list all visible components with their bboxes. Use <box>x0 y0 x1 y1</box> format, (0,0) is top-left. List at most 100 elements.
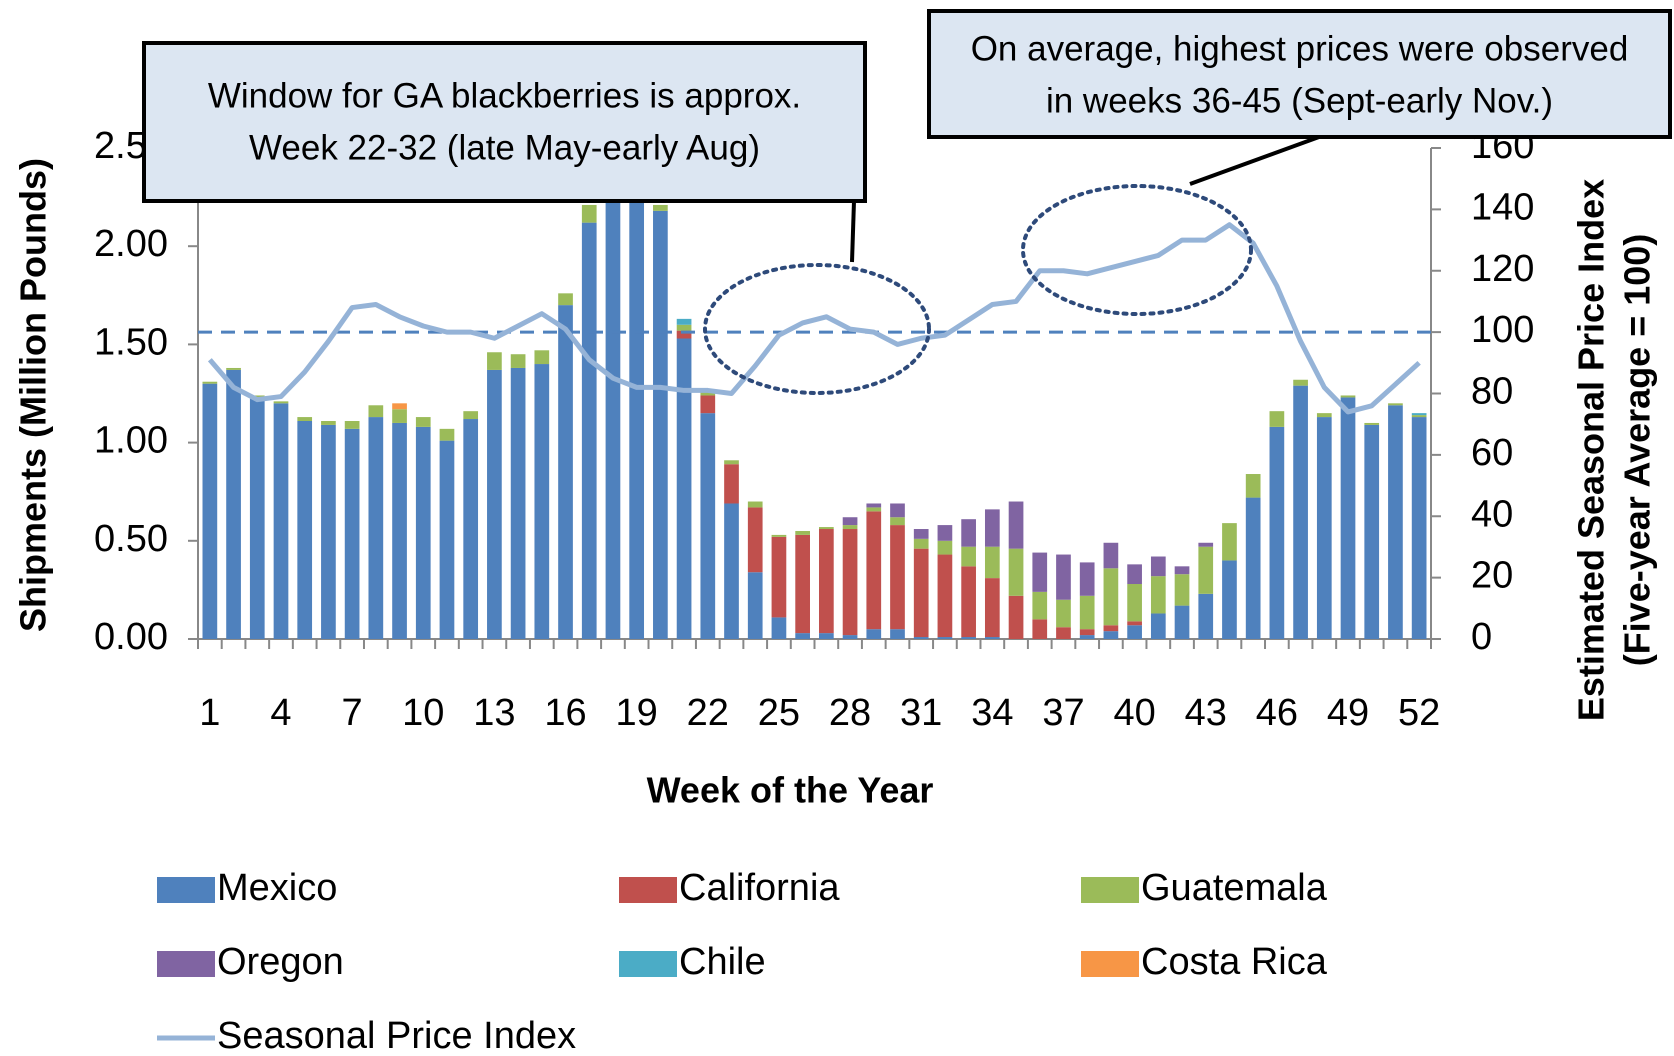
x-tick-label: 37 <box>1042 692 1084 734</box>
bar-segment <box>747 501 763 508</box>
bar-segment <box>1032 619 1048 639</box>
bar-segment <box>368 417 384 639</box>
bar-segment <box>1198 593 1214 639</box>
bar-segment <box>463 419 479 639</box>
legend-label: Oregon <box>217 941 344 983</box>
bar-segment <box>249 397 265 639</box>
legend-label: Seasonal Price Index <box>217 1015 576 1056</box>
bar-segment <box>392 409 407 423</box>
bar-segment <box>226 369 241 639</box>
bar-segment <box>297 420 313 639</box>
callout-pointer <box>1189 135 1320 186</box>
legend-swatch <box>619 877 677 903</box>
x-tick-label: 10 <box>402 692 444 734</box>
bar-segment <box>1032 552 1048 592</box>
bar-segment <box>795 530 810 535</box>
y-tick-label: 2.00 <box>94 223 168 265</box>
bar-segment <box>581 222 597 639</box>
bar-segment <box>534 350 550 365</box>
bar-segment <box>1056 627 1071 639</box>
bar-segment <box>819 633 834 639</box>
callout-text: Week 22-32 (late May-early Aug) <box>249 128 760 167</box>
bar-segment <box>202 381 218 384</box>
bar-segment <box>1056 599 1071 628</box>
bar-segment <box>937 525 953 541</box>
bar-segment <box>1032 591 1048 620</box>
bar-segment <box>605 197 621 639</box>
bar-segment <box>1245 497 1261 639</box>
bar-segment <box>392 403 407 410</box>
bar-segment <box>961 519 976 547</box>
bar-segment <box>866 507 882 512</box>
bar-segment <box>344 420 360 429</box>
bar-segment <box>439 440 455 639</box>
y2-tick-label: 60 <box>1471 432 1513 474</box>
bar-segment <box>202 383 218 639</box>
bar-segment <box>392 422 407 639</box>
x-tick-label: 13 <box>473 692 515 734</box>
y-tick-label: 0.00 <box>94 616 168 658</box>
callout-pointer <box>850 200 856 263</box>
bar-segment <box>842 635 858 639</box>
bar-segment <box>842 525 858 530</box>
x-tick-label: 46 <box>1256 692 1298 734</box>
x-tick-label: 52 <box>1398 692 1440 734</box>
bar-segment <box>913 637 929 639</box>
bar-segment <box>321 420 336 425</box>
x-tick-label: 19 <box>616 692 658 734</box>
bar-segment <box>676 330 692 339</box>
bar-segment <box>1269 411 1285 427</box>
bar-segment <box>1269 426 1285 639</box>
bar-segment <box>913 548 929 638</box>
bar-segment <box>795 633 810 639</box>
bar-segment <box>771 617 787 639</box>
bar-segment <box>984 546 1000 579</box>
y-tick-label: 0.50 <box>94 518 168 560</box>
y2-tick-label: 0 <box>1471 616 1492 658</box>
bar-segment <box>1103 631 1119 639</box>
bar-segment <box>1174 605 1190 639</box>
bar-segment <box>534 364 550 639</box>
bar-segment <box>1388 403 1403 406</box>
bar-segment <box>984 637 1000 639</box>
bar-segment <box>1079 635 1095 639</box>
bar-segment <box>1150 556 1166 577</box>
bar-segment <box>1008 548 1024 596</box>
bar-segment <box>415 417 431 427</box>
bar-segment <box>866 511 882 630</box>
bar-segment <box>1340 395 1356 398</box>
bar-segment <box>297 417 313 421</box>
bar-segment <box>558 293 573 306</box>
bar-segment <box>273 401 289 404</box>
y2-tick-label: 20 <box>1471 555 1513 597</box>
bar-segment <box>487 352 502 370</box>
price-line <box>207 222 1421 415</box>
bar-segment <box>747 572 763 639</box>
bar-segment <box>1079 629 1095 636</box>
x-axis-title: Week of the Year <box>647 770 934 811</box>
legend-label: Costa Rica <box>1141 941 1328 983</box>
bar-segment <box>937 554 953 638</box>
bar-segment <box>724 503 739 639</box>
y2-tick-label: 140 <box>1471 186 1534 228</box>
bar-segment <box>558 305 573 639</box>
bar-segment <box>984 509 1000 547</box>
bar-segment <box>1340 397 1356 639</box>
bar-segment <box>1150 613 1166 639</box>
bar-segment <box>1293 379 1308 386</box>
callout-text: in weeks 36-45 (Sept-early Nov.) <box>1046 81 1553 120</box>
bar-segment <box>1127 584 1142 622</box>
x-tick-label: 34 <box>971 692 1013 734</box>
bar-segment <box>1245 474 1261 498</box>
x-tick-label: 43 <box>1185 692 1227 734</box>
y2-axis-title: Estimated Seasonal Price Index <box>1571 179 1612 721</box>
legend-swatch <box>157 877 215 903</box>
bar-segment <box>1174 574 1190 606</box>
bar-segment <box>510 354 526 368</box>
x-tick-label: 4 <box>270 692 291 734</box>
y2-axis-title: (Five-year Average = 100) <box>1617 234 1658 667</box>
bar-segment <box>249 395 265 398</box>
bar-segment <box>676 338 692 639</box>
bar-segment <box>819 529 834 634</box>
bar-segment <box>1127 621 1142 626</box>
